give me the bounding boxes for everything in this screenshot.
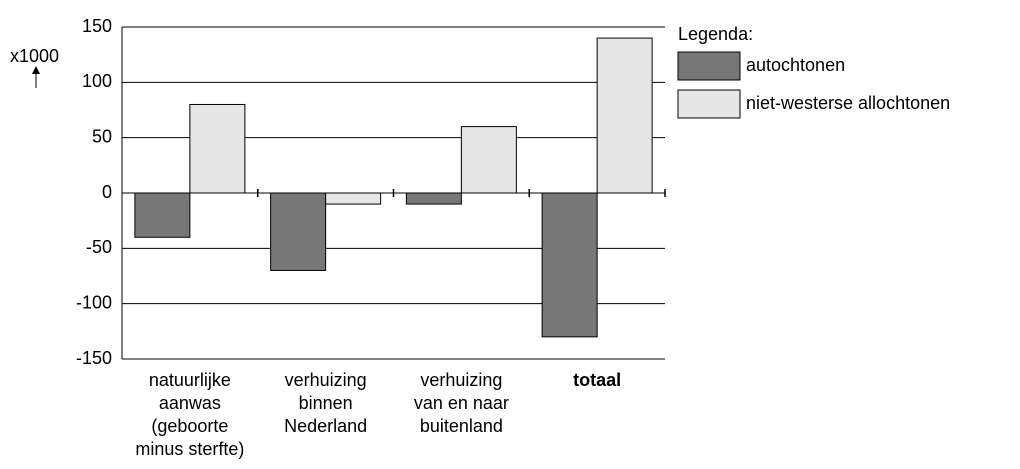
x-tick-label: totaal <box>573 370 621 390</box>
y-tick-label: -100 <box>76 292 112 312</box>
bar <box>189 103 246 194</box>
y-tick-label: 0 <box>102 182 112 202</box>
bar <box>541 192 598 338</box>
y-tick-label: 150 <box>82 16 112 36</box>
x-tick-label: van en naar <box>414 393 509 413</box>
x-tick-label: buitenland <box>420 416 503 436</box>
x-tick-label: Nederland <box>284 416 367 436</box>
legend-label: niet-westerse allochtonen <box>746 93 950 113</box>
x-tick-label: aanwas <box>159 393 221 413</box>
y-tick-label: -50 <box>86 237 112 257</box>
bar <box>405 192 462 205</box>
x-tick-label: minus sterfte) <box>135 439 244 459</box>
y-tick-label: 100 <box>82 71 112 91</box>
y-axis-label: x1000 <box>10 46 59 66</box>
bar <box>270 192 327 271</box>
x-tick-label: binnen <box>299 393 353 413</box>
bar <box>460 126 517 194</box>
x-tick-label: (geboorte <box>151 416 228 436</box>
x-tick-label: natuurlijke <box>149 370 231 390</box>
legend-title: Legenda: <box>678 24 753 44</box>
y-tick-label: 50 <box>92 126 112 146</box>
legend-label: autochtonen <box>746 55 845 75</box>
legend-swatch <box>677 89 741 119</box>
x-tick-label: verhuizing <box>420 370 502 390</box>
bar <box>596 37 653 194</box>
bar <box>134 192 191 238</box>
y-tick-label: -150 <box>76 348 112 368</box>
legend-swatch <box>677 51 741 81</box>
x-tick-label: verhuizing <box>285 370 367 390</box>
y-axis-arrowhead <box>32 66 40 74</box>
bar <box>325 192 382 205</box>
